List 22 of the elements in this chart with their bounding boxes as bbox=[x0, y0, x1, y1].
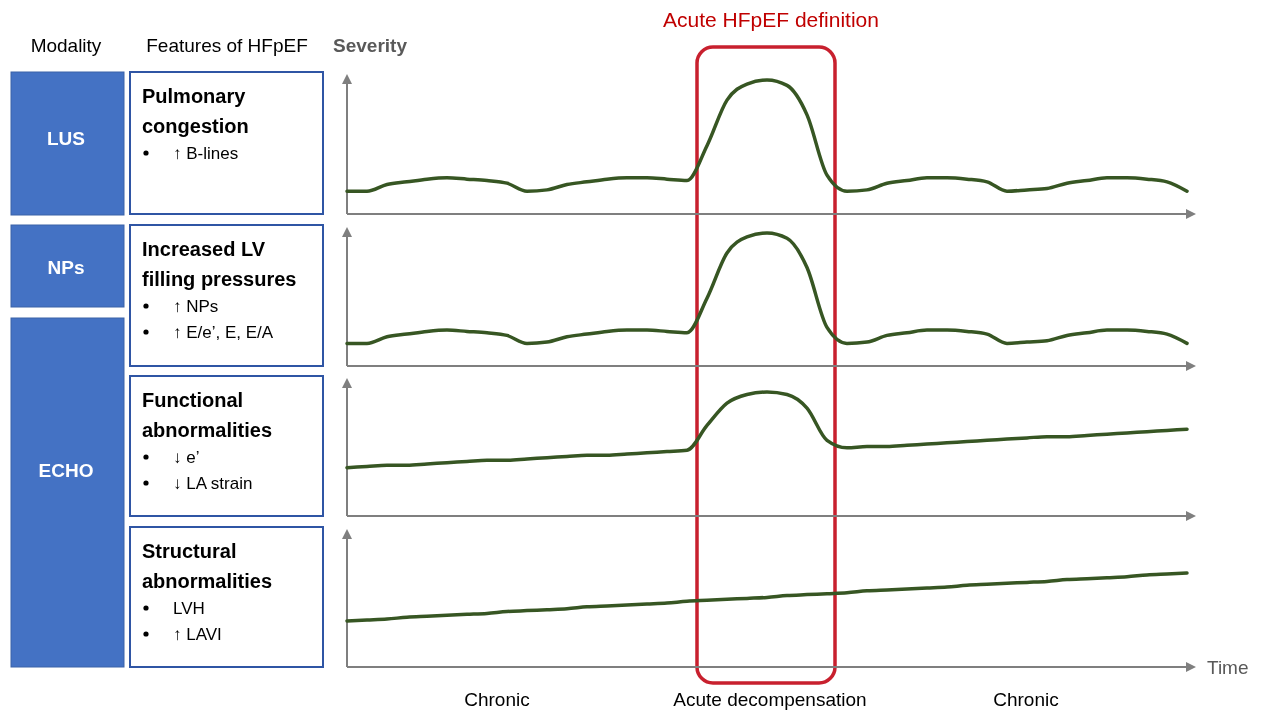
text: Acute decompensation bbox=[673, 689, 867, 710]
text: Functional abnormalities bbox=[142, 389, 273, 441]
text: ↑ E/e’, E, E/A bbox=[173, 323, 274, 342]
x-axis-title: Time bbox=[1207, 657, 1249, 678]
text: Chronic bbox=[464, 689, 530, 710]
text: LUS bbox=[47, 128, 85, 149]
text: LVH bbox=[173, 599, 205, 618]
y-axis-title: Severity bbox=[333, 35, 408, 56]
text: Acute HFpEF definition bbox=[663, 8, 879, 31]
text: ↑ NPs bbox=[173, 297, 219, 316]
text: ↓ LA strain bbox=[173, 474, 253, 493]
text: Features of HFpEF bbox=[146, 35, 308, 56]
text: ECHO bbox=[38, 460, 94, 481]
text: Chronic bbox=[993, 689, 1059, 710]
text: ↑ LAVI bbox=[173, 625, 222, 644]
text: Increased LV filling pressures bbox=[142, 238, 297, 290]
text: NPs bbox=[47, 257, 85, 278]
text: Modality bbox=[30, 35, 102, 56]
text: Pulmonary congestion bbox=[142, 85, 249, 137]
text: ↓ e’ bbox=[173, 448, 200, 467]
chart-title: Structural abnormalities bbox=[142, 540, 273, 592]
text: ↑ B-lines bbox=[173, 144, 239, 163]
